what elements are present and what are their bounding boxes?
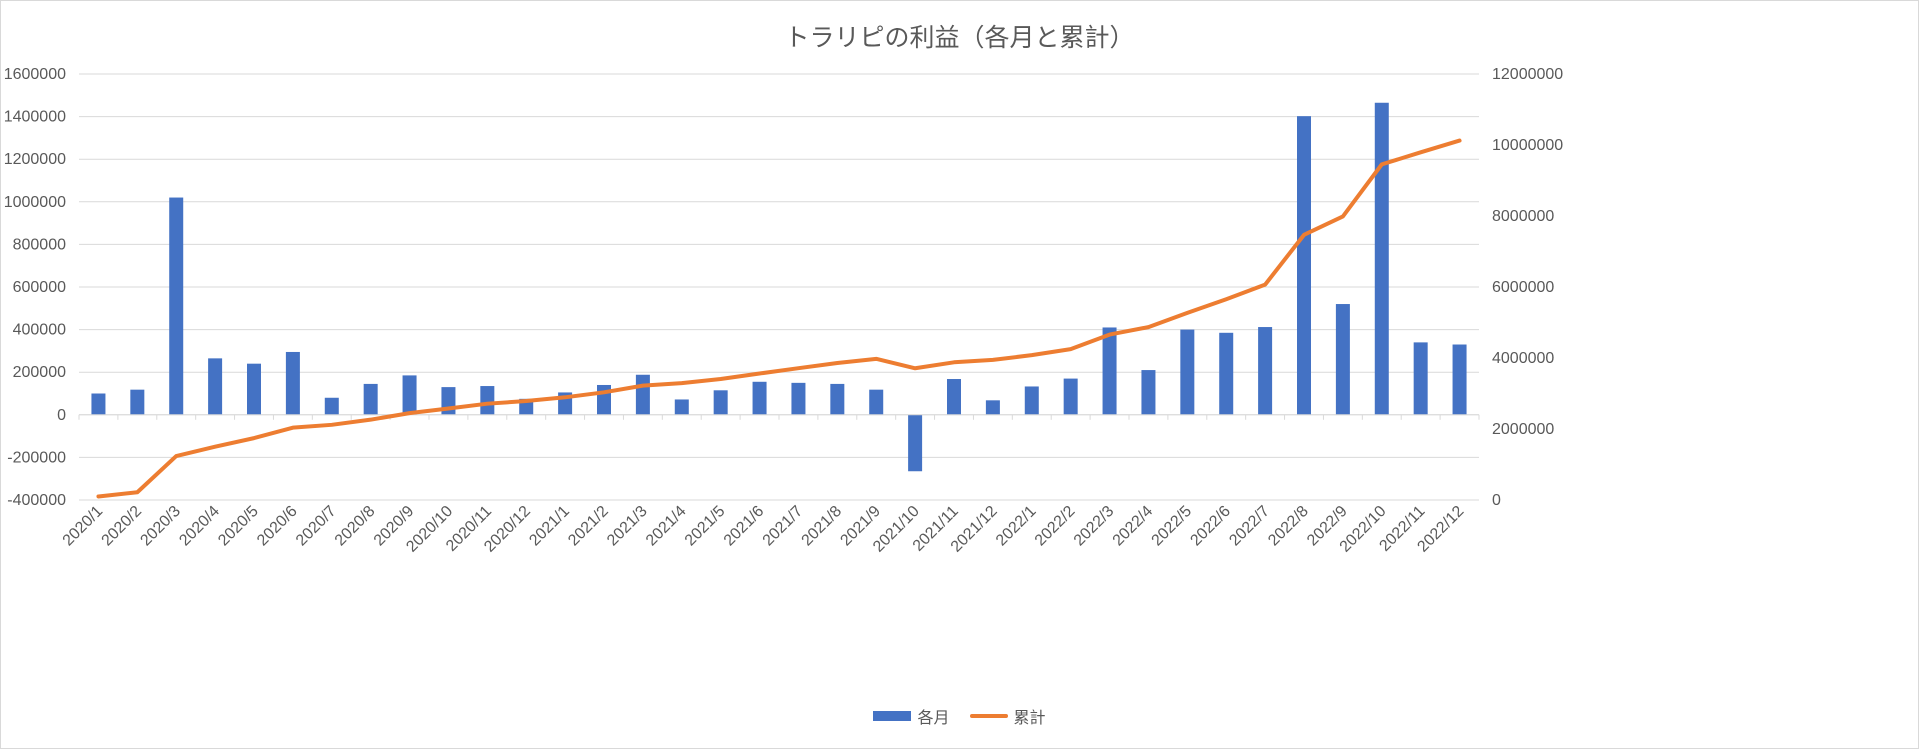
y-left-tick-label: 0: [57, 407, 66, 424]
x-tick-label: 2020/5: [215, 503, 262, 550]
bar-各月: [1258, 327, 1273, 415]
x-tick-label: 2022/5: [1149, 503, 1196, 550]
y-right-tick-label: 4000000: [1492, 350, 1554, 367]
x-tick-label: 2020/4: [176, 503, 223, 550]
x-tick-label: 2020/7: [293, 503, 340, 550]
y-right-tick-label: 10000000: [1492, 137, 1563, 154]
y-left-tick-label: 1000000: [4, 194, 66, 211]
x-tick-label: 2021/8: [799, 503, 846, 550]
legend-item-line: 累計: [969, 704, 1046, 728]
x-tick-label: 2020/2: [99, 503, 146, 550]
line-累計: [96, 138, 1462, 499]
bar-各月: [1335, 304, 1350, 415]
bar-各月: [1297, 116, 1311, 415]
bar-各月: [985, 400, 1000, 415]
bar-各月: [130, 389, 145, 415]
y-left-tick-label: -400000: [7, 492, 66, 509]
x-tick-label: 2022/6: [1187, 503, 1234, 550]
y-right-tick-label: 0: [1492, 492, 1501, 509]
y-left-tick-label: -200000: [7, 449, 66, 466]
legend-item-bar: 各月: [873, 704, 950, 728]
bar-各月: [169, 197, 184, 415]
legend-label-bar: 各月: [917, 708, 950, 727]
bar-各月: [869, 389, 884, 415]
bar-各月: [1063, 378, 1078, 415]
y-left-tick-label: 600000: [13, 279, 66, 296]
y-right-tick-label: 12000000: [1492, 66, 1563, 83]
y-right-tick-label: 2000000: [1492, 421, 1554, 438]
legend-swatch-bar: [873, 711, 912, 721]
legend-swatch-line: [969, 714, 1008, 718]
bar-各月: [947, 379, 961, 415]
legend-label-line: 累計: [1013, 708, 1046, 727]
bar-各月: [830, 383, 845, 415]
y-left-tick-label: 1200000: [4, 151, 66, 168]
x-tick-label: 2022/8: [1265, 503, 1312, 550]
x-tick-label: 2021/5: [682, 503, 729, 550]
bar-各月: [1413, 342, 1428, 415]
bar-各月: [402, 375, 417, 415]
bar-各月: [324, 397, 339, 415]
x-tick-label: 2022/3: [1071, 503, 1118, 550]
bar-各月: [1374, 102, 1389, 415]
bar-各月: [91, 393, 106, 415]
bar-各月: [674, 399, 689, 415]
bar-各月: [1452, 344, 1467, 415]
bar-各月: [713, 390, 728, 415]
bar-各月: [791, 382, 806, 415]
bar-各月: [1219, 332, 1234, 415]
bar-各月: [1180, 329, 1195, 415]
x-tick-label: 2021/6: [721, 503, 768, 550]
x-tick-label: 2020/1: [60, 503, 107, 550]
bar-各月: [285, 351, 300, 415]
y-left-tick-label: 1600000: [4, 66, 66, 83]
x-tick-label: 2020/6: [254, 503, 301, 550]
y-left-tick-label: 400000: [13, 322, 66, 339]
bar-各月: [363, 383, 378, 415]
bar-各月: [1102, 327, 1117, 415]
x-tick-label: 2020/3: [137, 503, 184, 550]
y-left-tick-label: 200000: [13, 364, 66, 381]
x-tick-label: 2020/8: [332, 503, 379, 550]
bar-各月: [480, 386, 495, 415]
x-tick-label: 2021/1: [526, 503, 573, 550]
chart-title: トラリピの利益（各月と累計）: [784, 23, 1135, 52]
bar-各月: [635, 374, 650, 415]
bar-各月: [1024, 386, 1039, 415]
y-right-tick-label: 6000000: [1492, 279, 1554, 296]
x-tick-label: 2021/4: [643, 503, 690, 550]
y-left-tick-label: 800000: [13, 236, 66, 253]
y-right-tick-label: 8000000: [1492, 208, 1554, 225]
x-tick-label: 2022/2: [1032, 503, 1079, 550]
x-tick-label: 2022/7: [1226, 503, 1273, 550]
x-tick-label: 2022/1: [993, 503, 1040, 550]
bar-各月: [752, 381, 767, 415]
x-tick-label: 2022/4: [1110, 503, 1157, 550]
legend: 各月 累計: [0, 704, 1919, 728]
x-tick-label: 2021/2: [565, 503, 612, 550]
bar-各月: [247, 363, 261, 415]
bar-各月: [597, 384, 611, 415]
x-tick-label: 2021/3: [604, 503, 651, 550]
y-left-tick-label: 1400000: [4, 109, 66, 126]
x-tick-label: 2021/7: [760, 503, 807, 550]
bar-各月: [1141, 370, 1156, 415]
bar-各月: [908, 414, 923, 472]
bar-各月: [208, 358, 223, 415]
